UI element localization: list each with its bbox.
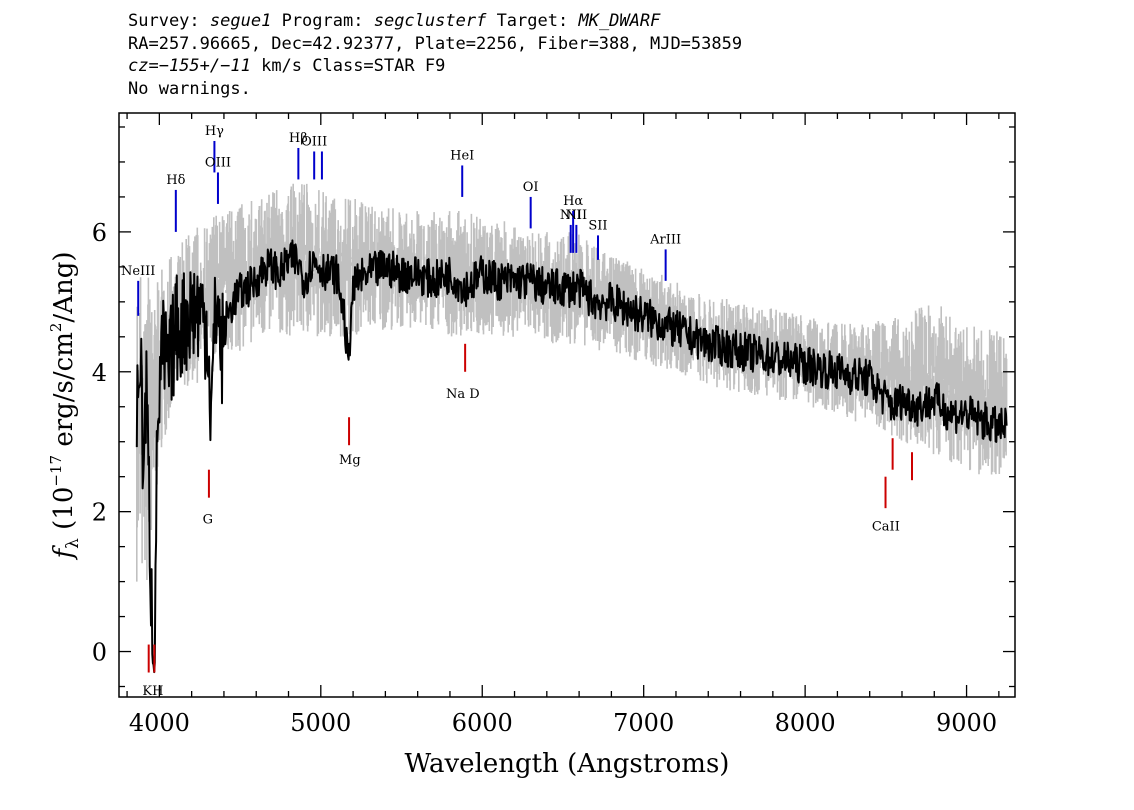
y-axis-title: fλ (10−17 erg/s/cm2/Ang)	[47, 252, 83, 561]
survey-label: Survey:	[128, 11, 200, 31]
y-tick-label: 0	[92, 639, 107, 667]
target-label: Target:	[496, 11, 569, 31]
spectrum-header: Survey: segue1 Program: segclusterf Targ…	[128, 10, 742, 100]
program-label: Program:	[281, 11, 364, 31]
axis-ticks-layer: 4000 5000 6000 7000 8000 9000 0 2 4 6	[92, 113, 1015, 737]
target-value: MK_DWARF	[578, 11, 661, 31]
x-tick-label: 5000	[290, 709, 351, 737]
header-line-survey: Survey: segue1 Program: segclusterf Targ…	[128, 10, 742, 33]
absorption-line-label: CaII	[872, 520, 900, 535]
x-axis-title: Wavelength (Angstroms)	[405, 749, 730, 779]
emission-line-label: SII	[588, 218, 607, 233]
survey-value: segue1	[209, 11, 272, 31]
absorption-line-label: Na D	[446, 387, 480, 402]
y-tick-label: 2	[92, 499, 107, 527]
emission-line-label: OIII	[205, 155, 231, 170]
absorption-line-label: KH	[142, 684, 163, 699]
emission-line-label: OIII	[301, 134, 327, 149]
x-tick-label: 7000	[613, 709, 674, 737]
program-value: segclusterf	[373, 11, 487, 31]
x-tick-label: 8000	[775, 709, 836, 737]
x-tick-label: 6000	[452, 709, 513, 737]
emission-line-label: NII	[566, 208, 588, 223]
cz-value: −155+/−11	[158, 56, 251, 76]
emission-line-label: NeIII	[121, 264, 155, 279]
class-text: km/s Class=STAR F9	[250, 56, 446, 76]
emission-line-label: Hγ	[205, 124, 224, 139]
cz-label: cz=	[128, 56, 159, 76]
emission-line-label: OI	[523, 180, 539, 195]
x-tick-label: 9000	[936, 709, 997, 737]
header-line-redshift: cz=−155+/−11 km/s Class=STAR F9	[128, 55, 742, 78]
y-tick-label: 4	[92, 359, 107, 387]
emission-line-label: Hδ	[166, 173, 185, 188]
spectrum-layer	[135, 239, 1008, 674]
spectral-lines-layer: NeIIIHδHγOIIIHβOIIIHeIOINIIHαNIISIIArIII…	[121, 124, 914, 699]
header-line-warnings: No warnings.	[128, 78, 251, 99]
emission-line-label: NII	[560, 208, 582, 223]
emission-line-label: Hβ	[289, 131, 308, 146]
absorption-line-label: Mg	[339, 453, 361, 468]
emission-line-label: Hα	[563, 194, 583, 209]
emission-line-label: ArIII	[649, 232, 681, 247]
emission-line-label: HeI	[450, 148, 474, 163]
absorption-line-label: G	[203, 513, 213, 528]
y-tick-label: 6	[92, 219, 107, 247]
x-tick-label: 4000	[129, 709, 190, 737]
spectrum-line	[135, 239, 1008, 674]
header-line-coordinates: RA=257.96665, Dec=42.92377, Plate=2256, …	[128, 33, 743, 54]
plot-frame	[118, 112, 1016, 698]
